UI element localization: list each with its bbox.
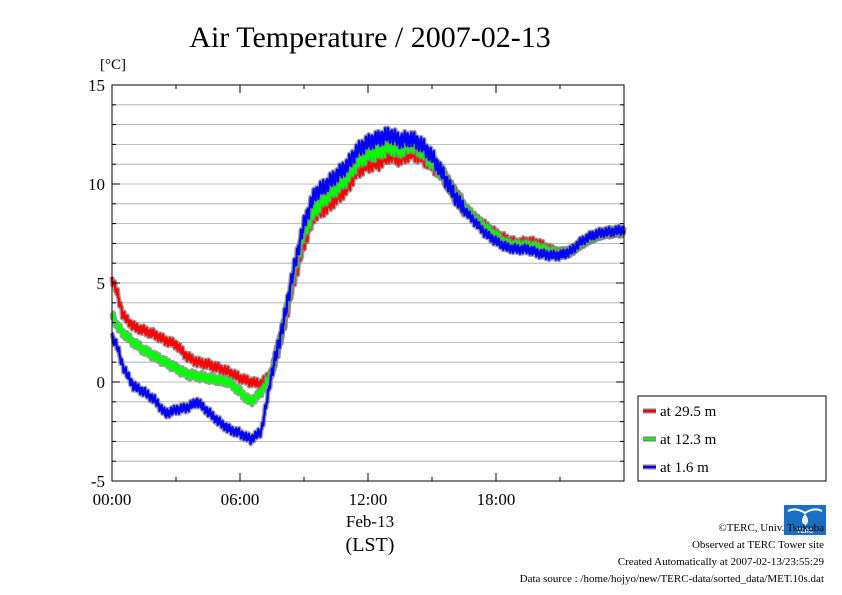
- x-tick-label: 18:00: [477, 490, 516, 509]
- y-tick-label: 0: [97, 373, 106, 392]
- x-tick-label: 12:00: [349, 490, 388, 509]
- series-shadow: [109, 136, 627, 408]
- legend-label: at 12.3 m: [660, 432, 717, 448]
- terc-logo: TERC: [784, 505, 826, 535]
- series-line: [111, 126, 626, 445]
- footer-observed: Observed at TERC Tower site: [691, 539, 824, 551]
- y-tick-labels: -5 0 5 10 15: [88, 76, 105, 491]
- x-tick-label: 06:00: [221, 490, 260, 509]
- footer-created: Created Automatically at 2007-02-13/23:5…: [617, 556, 824, 568]
- x-date-label: Feb-13: [346, 512, 394, 531]
- x-axis-label: (LST): [346, 534, 395, 556]
- footer-source: Data source : /home/hojyo/new/TERC-data/…: [519, 573, 824, 585]
- y-tick-label: -5: [91, 472, 105, 491]
- chart-title: Air Temperature / 2007-02-13: [189, 21, 550, 54]
- series-line: [110, 137, 626, 407]
- series-lines: [109, 125, 627, 447]
- y-unit-label: [°C]: [100, 57, 126, 73]
- legend-label: at 1.6 m: [660, 460, 709, 476]
- footer-copyright: ©TERC, Univ. Tsukuba: [718, 522, 824, 534]
- legend: at 29.5 m at 12.3 m at 1.6 m: [637, 395, 827, 482]
- axis-ticks: [111, 84, 625, 482]
- series-shadow: [109, 142, 627, 391]
- legend-box: [637, 395, 827, 482]
- x-tick-label: 00:00: [93, 490, 132, 509]
- legend-label: at 29.5 m: [660, 404, 717, 420]
- y-tick-label: 5: [97, 274, 106, 293]
- y-tick-label: 15: [88, 76, 105, 95]
- logo-text: TERC: [797, 529, 814, 535]
- y-tick-label: 10: [88, 175, 105, 194]
- x-tick-labels: 00:00 06:00 12:00 18:00: [93, 490, 516, 509]
- series-shadow: [109, 125, 627, 447]
